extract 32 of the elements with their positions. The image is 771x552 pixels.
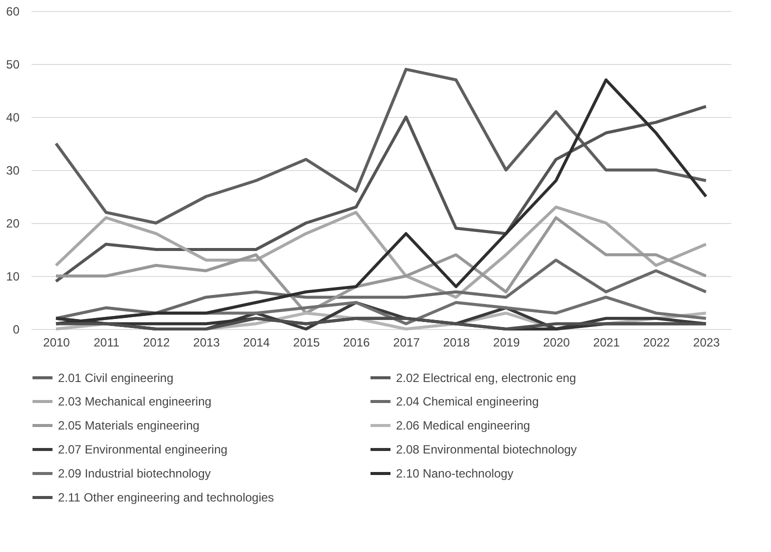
y-tick-label: 20 [6, 216, 20, 230]
x-tick-label: 2014 [243, 336, 270, 350]
legend-label: 2.03 Mechanical engineering [58, 394, 212, 408]
y-tick-label: 10 [6, 270, 20, 284]
legend-label: 2.07 Environmental engineering [58, 442, 228, 456]
legend-label: 2.06 Medical engineering [396, 418, 530, 432]
y-tick-label: 50 [6, 58, 20, 72]
x-tick-label: 2019 [493, 336, 520, 350]
x-tick-label: 2015 [293, 336, 320, 350]
y-tick-label: 30 [6, 164, 20, 178]
y-tick-label: 60 [6, 4, 20, 18]
legend-label: 2.08 Environmental biotechnology [396, 442, 577, 456]
legend-label: 2.01 Civil engineering [58, 370, 174, 385]
x-tick-label: 2018 [443, 336, 470, 350]
legend-label: 2.04 Chemical engineering [396, 394, 539, 408]
legend-label: 2.05 Materials engineering [58, 418, 200, 432]
x-tick-label: 2017 [393, 336, 420, 350]
x-tick-label: 2022 [643, 336, 670, 350]
x-tick-label: 2010 [43, 336, 70, 350]
y-tick-label: 40 [6, 110, 20, 124]
x-tick-label: 2023 [693, 336, 720, 350]
legend-label: 2.09 Industrial biotechnology [58, 466, 211, 480]
legend-label: 2.02 Electrical eng, electronic eng [396, 370, 576, 385]
x-tick-label: 2020 [543, 336, 570, 350]
x-tick-label: 2013 [193, 336, 220, 350]
x-tick-label: 2016 [343, 336, 370, 350]
x-tick-label: 2021 [593, 336, 620, 350]
y-tick-label: 0 [12, 322, 20, 336]
x-tick-label: 2011 [94, 336, 120, 350]
x-tick-label: 2012 [143, 336, 170, 350]
legend-label: 2.11 Other engineering and technologies [58, 490, 274, 504]
legend-label: 2.10 Nano-technology [396, 466, 514, 480]
